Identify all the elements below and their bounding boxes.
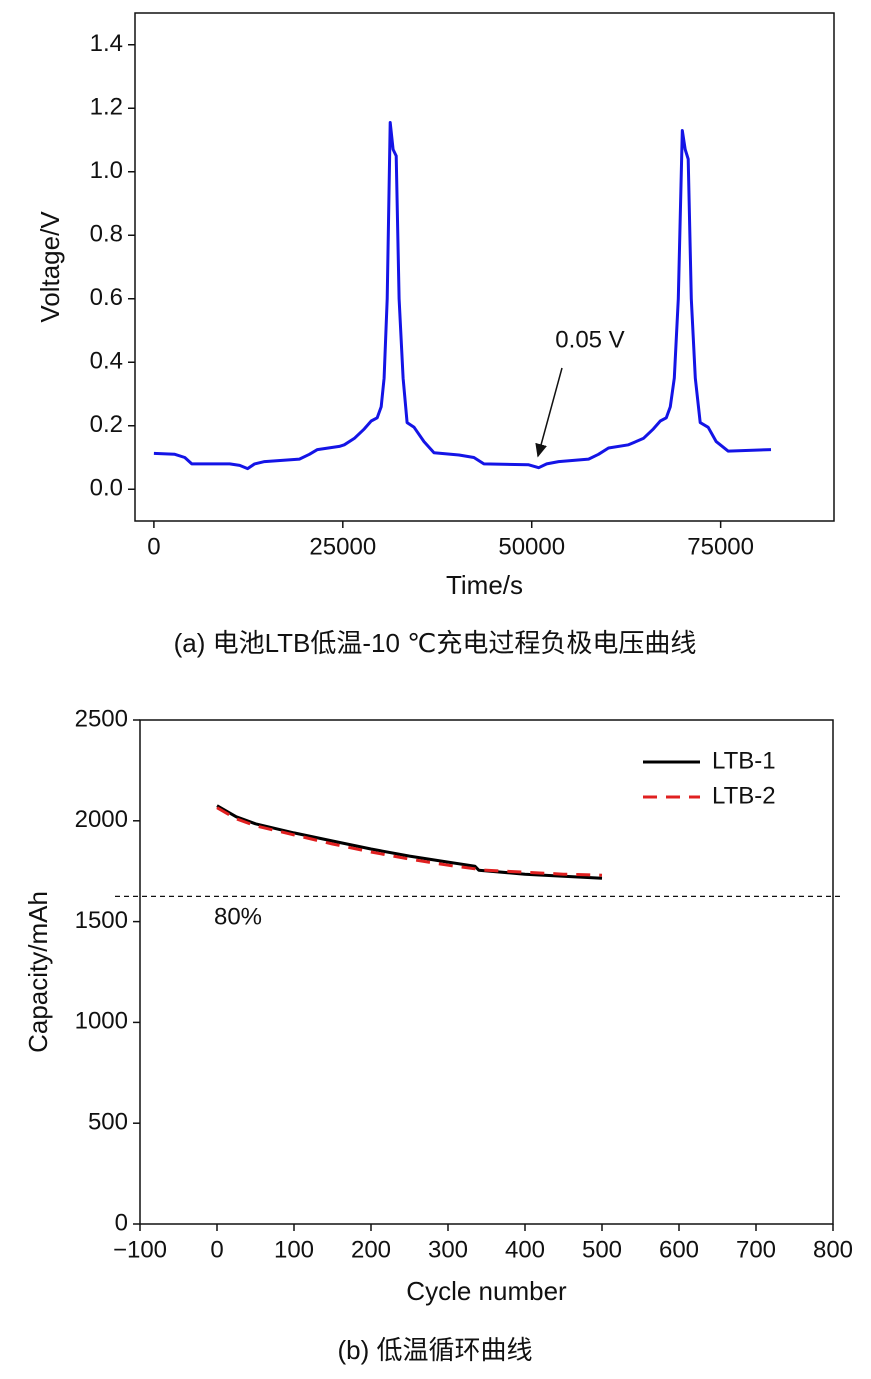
y-tick-label: 2000 bbox=[75, 806, 128, 833]
annotation-arrow bbox=[535, 367, 563, 458]
x-tick-label: 500 bbox=[582, 1236, 622, 1263]
y-tick-label: 0.2 bbox=[90, 411, 123, 438]
x-tick-label: 100 bbox=[274, 1236, 314, 1263]
legend-label: LTB-2 bbox=[712, 782, 776, 809]
y-tick-label: 0 bbox=[115, 1209, 128, 1236]
plot-frame bbox=[139, 719, 834, 1225]
x-tick-label: 0 bbox=[210, 1236, 223, 1263]
x-axis-label: Cycle number bbox=[406, 1276, 567, 1306]
x-tick-label: 0 bbox=[147, 533, 160, 560]
x-tick-label: 300 bbox=[428, 1236, 468, 1263]
data-line bbox=[216, 804, 603, 880]
x-tick-label: 700 bbox=[736, 1236, 776, 1263]
y-tick-label: 1.2 bbox=[90, 94, 123, 121]
y-tick-label: 500 bbox=[88, 1109, 128, 1136]
y-tick-label: 1000 bbox=[75, 1008, 128, 1035]
x-tick-label: 50000 bbox=[498, 533, 565, 560]
y-tick-label: 1500 bbox=[75, 907, 128, 934]
y-tick-label: 2500 bbox=[75, 705, 128, 732]
y-tick-label: 1.0 bbox=[90, 157, 123, 184]
caption: (a) 电池LTB低温-10 ℃充电过程负极电压曲线 bbox=[174, 628, 697, 658]
x-tick-label: 600 bbox=[659, 1236, 699, 1263]
y-tick-label: 0.6 bbox=[90, 284, 123, 311]
x-axis-label: Time/s bbox=[446, 570, 523, 600]
y-tick-label: 0.4 bbox=[90, 348, 123, 375]
x-tick-label: 75000 bbox=[687, 533, 754, 560]
x-tick-label: 200 bbox=[351, 1236, 391, 1263]
y-tick-label: 0.8 bbox=[90, 221, 123, 248]
annotation: 80% bbox=[214, 903, 262, 930]
x-tick-label: 400 bbox=[505, 1236, 545, 1263]
y-axis-label: Voltage/V bbox=[35, 211, 65, 323]
plot-frame bbox=[134, 12, 835, 522]
data-line bbox=[216, 806, 603, 877]
caption: (b) 低温循环曲线 bbox=[337, 1335, 532, 1365]
y-axis-label: Capacity/mAh bbox=[23, 891, 53, 1053]
x-tick-label: 25000 bbox=[309, 533, 376, 560]
x-tick-label: 800 bbox=[813, 1236, 853, 1263]
y-tick-label: 1.4 bbox=[90, 30, 123, 57]
annotation: 0.05 V bbox=[555, 326, 624, 353]
x-tick-label: −100 bbox=[113, 1236, 167, 1263]
data-line bbox=[153, 121, 772, 471]
legend-label: LTB-1 bbox=[712, 747, 776, 774]
y-tick-label: 0.0 bbox=[90, 475, 123, 502]
